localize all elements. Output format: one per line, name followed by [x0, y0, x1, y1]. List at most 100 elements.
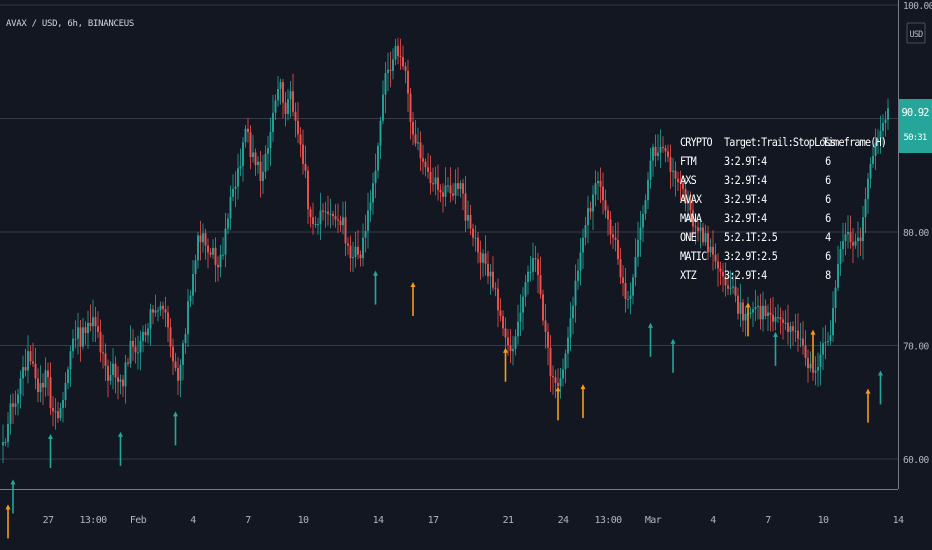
- candle-body: [547, 331, 549, 348]
- candle-body: [609, 219, 612, 235]
- candle-body: [482, 253, 484, 263]
- candle-body: [829, 335, 832, 341]
- symbol-label[interactable]: AVAX / USD, 6h, BINANCEUS: [6, 19, 134, 29]
- table-row: MATIC 3:2.9T:2.5 6: [680, 247, 884, 266]
- candle-body: [712, 246, 714, 255]
- signal-arrow-head: [173, 411, 178, 417]
- candle-body: [67, 369, 69, 383]
- candle-body: [839, 249, 842, 264]
- candle-body: [152, 309, 154, 313]
- candle-body: [574, 280, 577, 306]
- candle-body: [857, 237, 859, 242]
- candle-body: [74, 338, 77, 340]
- candle-body: [622, 277, 624, 284]
- candle-body: [69, 351, 72, 370]
- candle-body: [252, 152, 254, 158]
- candle-body: [104, 353, 107, 366]
- candle-body: [687, 201, 689, 204]
- x-tick-label: 14: [893, 515, 904, 526]
- table-cell: 3:2.9T:4: [724, 211, 767, 225]
- candle-body: [749, 312, 752, 314]
- table-cell: 8: [825, 268, 831, 282]
- candle-body: [819, 354, 822, 368]
- candle-body: [784, 322, 787, 324]
- candle-body: [652, 146, 654, 161]
- candle-body: [637, 239, 639, 257]
- candle-body: [367, 210, 369, 231]
- candle-body: [837, 263, 839, 288]
- signal-arrow-head: [580, 384, 586, 390]
- candle-body: [247, 128, 249, 133]
- candle-body: [549, 347, 552, 377]
- candle-body: [137, 352, 139, 354]
- candle-body: [172, 346, 174, 362]
- candle-body: [669, 157, 672, 172]
- candle-body: [597, 180, 599, 184]
- candle-body: [242, 142, 244, 167]
- candle-body: [717, 261, 719, 269]
- candle-body: [607, 210, 609, 220]
- candle-body: [579, 252, 582, 271]
- candle-body: [287, 99, 289, 114]
- candle-body: [364, 230, 367, 238]
- candle-body: [844, 234, 847, 242]
- candle-body: [17, 394, 19, 404]
- candle-body: [112, 363, 114, 376]
- candle-body: [577, 270, 579, 281]
- y-tick-label: 80.00: [903, 228, 929, 239]
- candle-body: [417, 142, 419, 144]
- candle-body: [587, 208, 589, 226]
- table-cell: 6: [825, 192, 831, 206]
- candle-body: [729, 287, 732, 289]
- candle-body: [174, 361, 177, 369]
- candle-body: [679, 182, 682, 184]
- candle-body: [199, 235, 202, 243]
- candle-body: [354, 246, 357, 257]
- candle-body: [787, 322, 789, 332]
- candle-body: [324, 211, 327, 213]
- candle-body: [409, 93, 412, 122]
- candle-body: [467, 214, 469, 221]
- x-tick-label: 10: [298, 515, 309, 526]
- table-cell: AVAX: [680, 192, 702, 206]
- signal-arrow-head: [410, 281, 416, 287]
- candle-body: [842, 241, 844, 250]
- candle-body: [12, 403, 14, 407]
- candle-body: [132, 340, 134, 347]
- candle-body: [154, 310, 157, 313]
- candle-body: [802, 338, 804, 346]
- candle-body: [692, 210, 694, 227]
- candle-body: [117, 377, 119, 382]
- candle-body: [177, 368, 179, 381]
- candle-body: [529, 271, 532, 273]
- candle-body: [444, 185, 447, 197]
- signal-arrow-head: [745, 302, 751, 308]
- candle-body: [332, 213, 334, 217]
- candle-body: [514, 336, 517, 349]
- candle-body: [429, 171, 432, 184]
- candle-body: [164, 309, 167, 313]
- candle-body: [312, 217, 314, 225]
- candle-body: [854, 241, 857, 246]
- candle-body: [779, 317, 782, 320]
- candle-body: [222, 254, 224, 256]
- candle-body: [167, 312, 169, 328]
- candle-body: [464, 193, 467, 221]
- candle-body: [454, 183, 457, 196]
- table-row: MANA 3:2.9T:4 6: [680, 209, 884, 228]
- candle-body: [887, 108, 889, 120]
- candle-body: [257, 161, 259, 166]
- candle-body: [654, 146, 657, 156]
- candle-body: [197, 235, 199, 261]
- candle-body: [502, 315, 504, 329]
- candle-body: [627, 298, 629, 300]
- x-tick-label: 13:00: [594, 515, 622, 526]
- candle-body: [789, 326, 792, 332]
- x-tick-label: 4: [710, 515, 716, 526]
- candle-body: [709, 246, 712, 253]
- grid-lines: [0, 4, 898, 460]
- table-cell: AXS: [680, 173, 697, 187]
- candle-body: [797, 330, 799, 339]
- candle-body: [422, 158, 424, 162]
